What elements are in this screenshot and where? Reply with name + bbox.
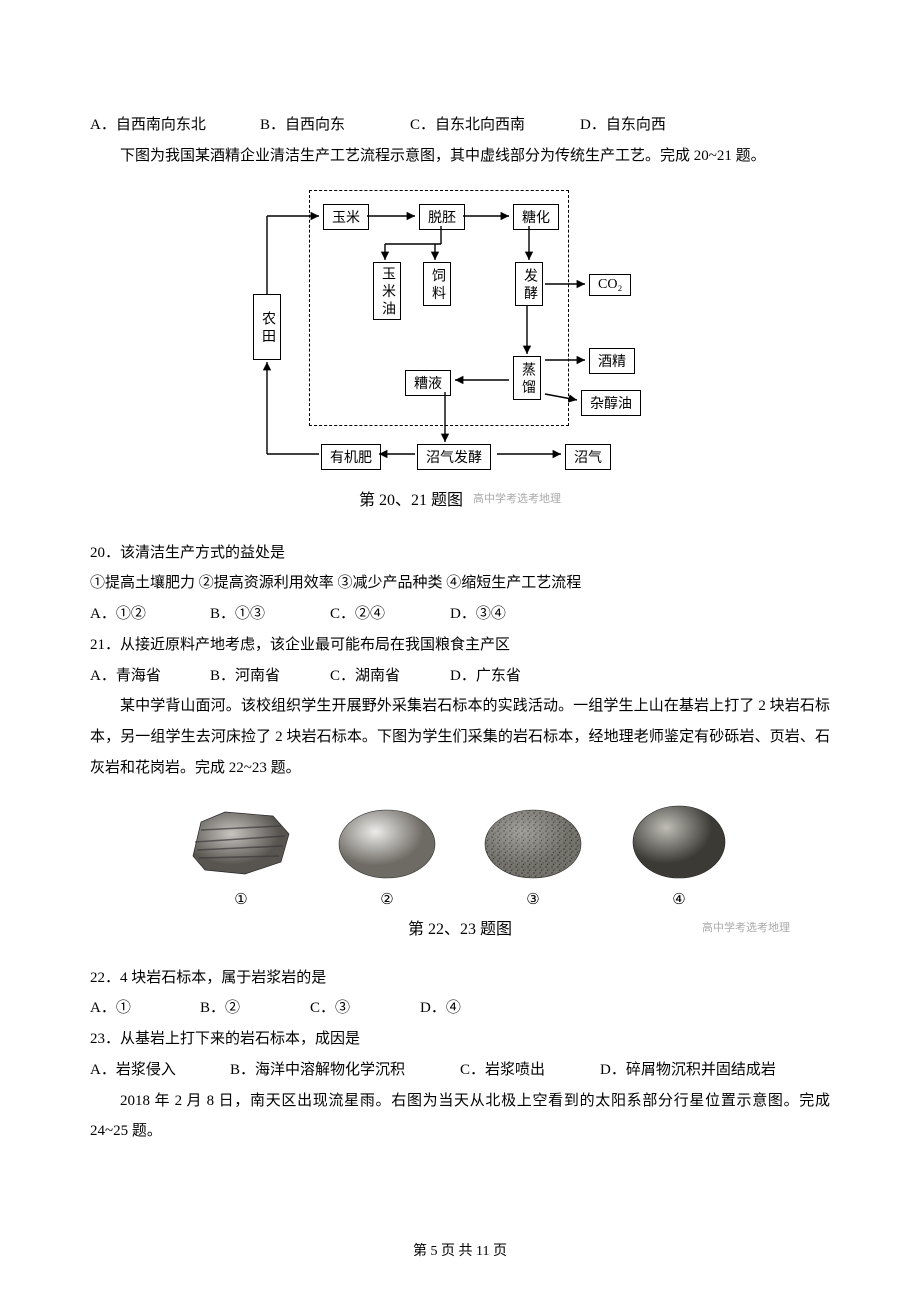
rock-1-label: ① <box>234 890 247 909</box>
figure-20-21-caption: 第 20、21 题图 高中学考选考地理 <box>359 486 561 510</box>
rock-2-label: ② <box>380 890 393 909</box>
q22-opt-a: A．① <box>90 993 200 1024</box>
q22-opt-c: C．③ <box>310 993 420 1024</box>
intro-24-25: 2018 年 2 月 8 日，南天区出现流星雨。右图为当天从北极上空看到的太阳系… <box>90 1086 830 1148</box>
q20-stem: 20．该清洁生产方式的益处是 <box>90 538 830 569</box>
q19-opt-d: D．自东向西 <box>580 110 666 141</box>
q21-stem: 21．从接近原料产地考虑，该企业最可能布局在我国粮食主产区 <box>90 630 830 661</box>
q23-stem: 23．从基岩上打下来的岩石标本，成因是 <box>90 1024 830 1055</box>
intro-22-23: 某中学背山面河。该校组织学生开展野外采集岩石标本的实践活动。一组学生上山在基岩上… <box>90 691 830 783</box>
q23-options: A．岩浆侵入 B．海洋中溶解物化学沉积 C．岩浆喷出 D．碎屑物沉积并固结成岩 <box>90 1055 830 1086</box>
figure-22-23: ① ② <box>90 794 830 939</box>
rock-3-label: ③ <box>526 890 539 909</box>
q21-opt-b: B．河南省 <box>210 661 330 692</box>
footer-total: 11 <box>476 1244 489 1259</box>
page-footer: 第 5 页 共 11 页 <box>0 1240 920 1260</box>
footer-mid: 页 共 <box>438 1244 477 1259</box>
rock-2: ② <box>327 794 447 909</box>
figure-22-23-caption-row: 第 22、23 题图 高中学考选考地理 <box>90 915 830 939</box>
q21-opt-a: A．青海省 <box>90 661 210 692</box>
watermark-2: 高中学考选考地理 <box>702 919 790 935</box>
footer-suf: 页 <box>489 1244 507 1259</box>
q20-opt-c: C．②④ <box>330 599 450 630</box>
rock-4-svg <box>619 794 739 884</box>
figcap-text: 第 20、21 题图 <box>359 486 463 510</box>
q20-sub: ①提高土壤肥力 ②提高资源利用效率 ③减少产品种类 ④缩短生产工艺流程 <box>90 568 830 599</box>
rock-1-svg <box>181 794 301 884</box>
q22-stem: 22．4 块岩石标本，属于岩浆岩的是 <box>90 963 830 994</box>
q19-options: A．自西南向东北 B．自西向东 C．自东北向西南 D．自东向西 <box>90 110 830 141</box>
intro-20-21: 下图为我国某酒精企业清洁生产工艺流程示意图，其中虚线部分为传统生产工艺。完成 2… <box>90 141 830 172</box>
q21-options: A．青海省 B．河南省 C．湖南省 D．广东省 <box>90 661 830 692</box>
q23-opt-c: C．岩浆喷出 <box>460 1055 600 1086</box>
q19-opt-b: B．自西向东 <box>260 110 410 141</box>
q20-opt-d: D．③④ <box>450 599 506 630</box>
q21-opt-d: D．广东省 <box>450 661 521 692</box>
q19-opt-c: C．自东北向西南 <box>410 110 580 141</box>
rock-1: ① <box>181 794 301 909</box>
watermark-1: 高中学考选考地理 <box>473 490 561 506</box>
rocks-row: ① ② <box>90 794 830 909</box>
flowchart: 农 田 玉米 脱胚 糖化 玉 米 油 饲 料 发 酵 CO₂ 糟液 蒸 馏 酒精… <box>245 190 675 480</box>
q21-opt-c: C．湖南省 <box>330 661 450 692</box>
rock-3: ③ <box>473 794 593 909</box>
flowchart-arrows <box>245 190 675 480</box>
q20-options: A．①② B．①③ C．②④ D．③④ <box>90 599 830 630</box>
rock-3-svg <box>473 794 593 884</box>
q20-opt-b: B．①③ <box>210 599 330 630</box>
figcap-22-23: 第 22、23 题图 <box>408 915 512 939</box>
q23-opt-a: A．岩浆侵入 <box>90 1055 230 1086</box>
q22-options: A．① B．② C．③ D．④ <box>90 993 830 1024</box>
q22-opt-b: B．② <box>200 993 310 1024</box>
rock-2-svg <box>327 794 447 884</box>
rock-4: ④ <box>619 794 739 909</box>
q19-opt-a: A．自西南向东北 <box>90 110 260 141</box>
q22-opt-d: D．④ <box>420 993 461 1024</box>
rock-4-label: ④ <box>672 890 685 909</box>
footer-pre: 第 <box>413 1244 431 1259</box>
footer-cur: 5 <box>431 1244 438 1259</box>
q23-opt-d: D．碎屑物沉积并固结成岩 <box>600 1055 776 1086</box>
figure-20-21: 农 田 玉米 脱胚 糖化 玉 米 油 饲 料 发 酵 CO₂ 糟液 蒸 馏 酒精… <box>90 190 830 510</box>
q23-opt-b: B．海洋中溶解物化学沉积 <box>230 1055 460 1086</box>
q20-opt-a: A．①② <box>90 599 210 630</box>
